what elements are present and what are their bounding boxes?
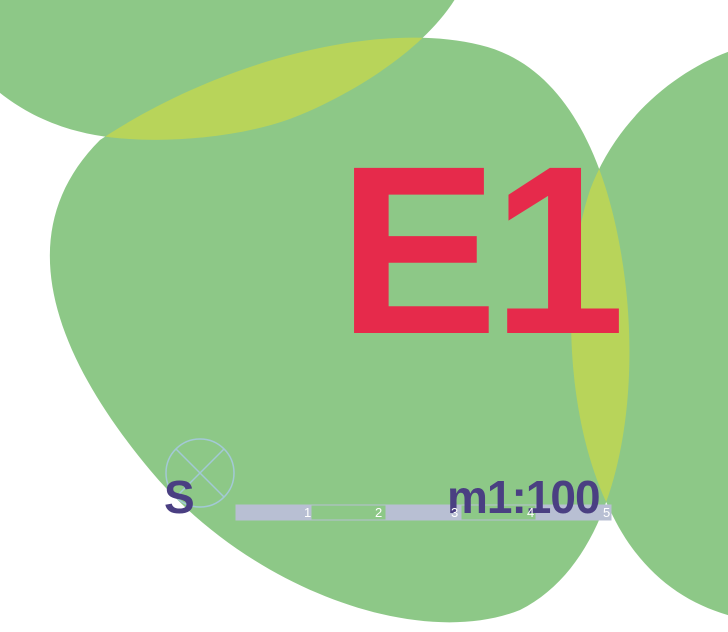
orientation-letter: S bbox=[164, 471, 195, 523]
scale-tick-label: 3 bbox=[451, 505, 459, 520]
scale-tick-label: 5 bbox=[603, 505, 611, 520]
scale-bar bbox=[235, 504, 612, 521]
top-blob bbox=[0, 0, 455, 140]
scale-tick-label: 4 bbox=[527, 505, 535, 520]
compass-rose-icon bbox=[165, 438, 235, 508]
scale-segment bbox=[235, 504, 312, 521]
map-title: E1 bbox=[338, 116, 626, 384]
scale-label: m1:100 bbox=[447, 471, 601, 523]
scale-segment bbox=[535, 504, 612, 521]
scale-tick-label: 1 bbox=[304, 505, 312, 520]
scale-tick-label: 2 bbox=[375, 505, 383, 520]
main-blob bbox=[49, 37, 630, 623]
